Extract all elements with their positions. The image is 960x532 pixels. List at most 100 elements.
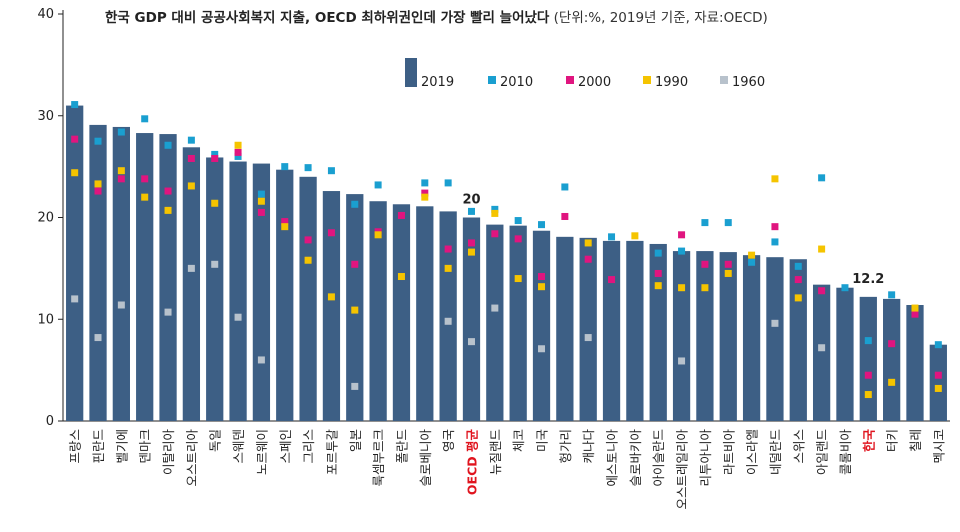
marker-1990 [281,223,289,231]
marker-2000 [187,154,195,162]
marker-2000 [794,276,802,284]
marker-1960 [467,338,475,346]
bar [112,126,130,421]
marker-2000 [608,276,616,284]
marker-2010 [608,233,616,241]
marker-1990 [257,197,265,205]
marker-1960 [678,357,686,365]
marker-2000 [491,230,499,238]
marker-2010 [561,183,569,191]
x-tick-label: 그리스 [301,429,316,464]
marker-2010 [211,150,219,158]
marker-2000 [724,260,732,268]
x-tick-label: 이스라엘 [745,429,760,475]
bar [883,298,901,421]
marker-2010 [841,284,849,292]
bar [252,163,271,421]
marker-1990 [724,269,732,277]
x-tick-label: 슬로바키아 [628,429,643,487]
bar [556,236,574,421]
x-tick-label: 한국 [861,429,876,453]
marker-1960 [71,295,79,303]
marker-2010 [538,221,546,229]
marker-1990 [164,206,172,214]
marker-1990 [374,231,382,239]
marker-2010 [444,179,452,187]
marker-1960 [771,319,779,327]
marker-1960 [257,356,265,364]
bar [579,237,597,421]
x-tick-label: 핀란드 [91,429,106,464]
marker-2010 [771,238,779,246]
marker-2000 [467,239,475,247]
marker-1990 [701,284,709,292]
x-tick-label: 프랑스 [68,429,83,464]
x-tick-label: OECD 평균 [464,429,479,496]
marker-2010 [117,128,125,136]
marker-1990 [934,384,942,392]
marker-1990 [538,283,546,291]
marker-2010 [374,181,382,189]
marker-1990 [444,264,452,272]
marker-2010 [491,205,499,213]
x-tick-label: 멕시코 [931,429,946,464]
bar [929,344,947,421]
legend-label-2010: 2010 [500,75,533,90]
x-tick-label: 에스토니아 [605,429,620,487]
marker-2000 [351,260,359,268]
marker-1960 [584,334,592,342]
marker-1990 [794,294,802,302]
marker-2000 [818,287,826,295]
marker-2000 [327,229,335,237]
marker-1990 [864,391,872,399]
marker-1990 [491,209,499,217]
marker-2000 [538,273,546,281]
x-tick-label: 독일 [208,429,223,452]
marker-2000 [94,187,102,195]
bar [276,169,294,421]
marker-2010 [141,115,149,123]
marker-1960 [538,345,546,353]
marker-2000 [678,231,686,239]
x-tick-label: 일본 [348,429,363,452]
marker-1960 [491,304,499,312]
legend-swatch-1990 [643,76,651,84]
marker-1990 [71,169,79,177]
marker-2000 [771,223,779,231]
legend-label-2000: 2000 [578,75,611,90]
x-tick-label: 스위스 [791,429,806,464]
bar [719,252,737,421]
x-tick-label: 오스트리아 [184,429,199,487]
bar [159,134,177,421]
marker-2010 [327,167,335,175]
marker-2000 [444,245,452,253]
marker-1960 [94,334,102,342]
x-tick-label: 아일랜드 [815,429,830,475]
marker-1960 [351,382,359,390]
bar [766,257,784,421]
x-tick-label: 영국 [441,429,456,452]
x-tick-label: 칠레 [908,429,923,452]
x-tick-label: 네덜란드 [768,429,783,475]
bar [602,240,621,421]
bar [649,243,667,421]
marker-2000 [888,340,896,348]
marker-2000 [164,187,172,195]
marker-2000 [421,189,429,197]
bar [812,284,831,421]
bar [229,161,247,421]
marker-1990 [514,275,522,283]
marker-2010 [187,136,195,144]
x-tick-label: 콜롬비아 [838,429,853,476]
marker-2010 [164,141,172,149]
marker-2000 [911,310,919,318]
marker-1990 [818,245,826,253]
marker-2010 [281,163,289,171]
marker-1990 [327,293,335,301]
marker-2000 [397,211,405,219]
marker-2000 [561,212,569,220]
marker-1990 [888,378,896,386]
marker-2010 [864,337,872,345]
marker-2010 [467,207,475,215]
